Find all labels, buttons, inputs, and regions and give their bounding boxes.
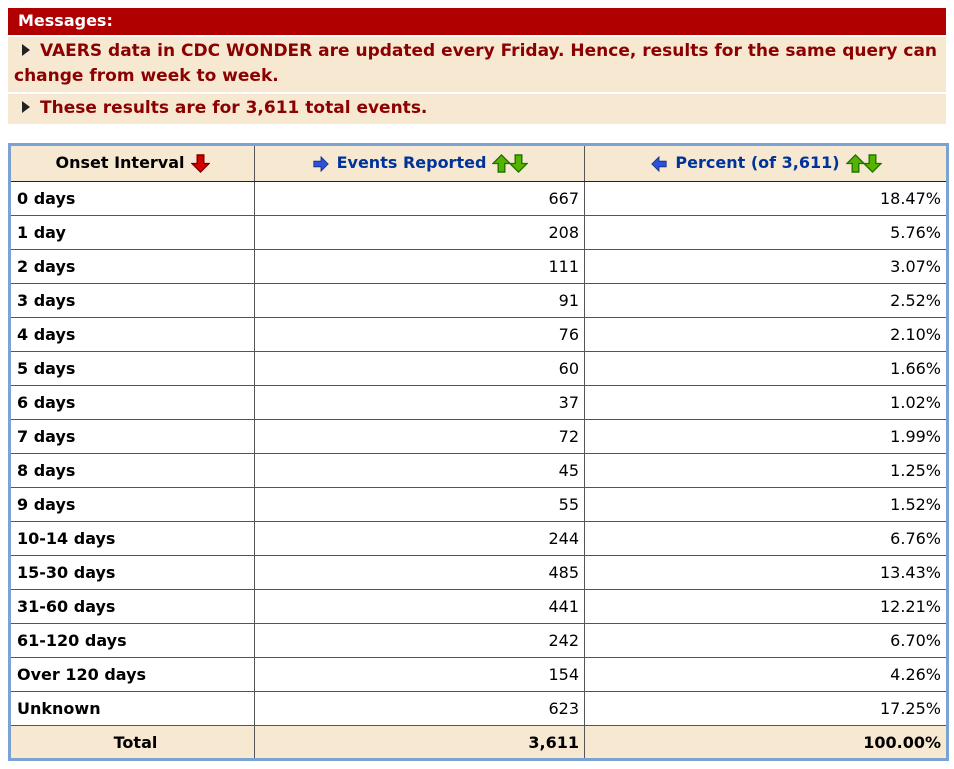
table-row: 8 days 45 1.25% xyxy=(9,453,948,488)
message-text: VAERS data in CDC WONDER are updated eve… xyxy=(14,41,938,86)
sort-descending-icon[interactable] xyxy=(190,153,210,174)
column-header-percent: Percent (of 3,611) xyxy=(584,144,948,182)
table-row: 31-60 days 441 12.21% xyxy=(9,589,948,624)
bullet-triangle-icon xyxy=(22,101,30,113)
percent-cell: 6.70% xyxy=(584,623,948,658)
events-reported-cell: 485 xyxy=(254,555,585,590)
onset-interval-cell: 1 day xyxy=(9,215,255,250)
total-label-cell: Total xyxy=(9,725,255,760)
percent-cell: 1.52% xyxy=(584,487,948,522)
onset-interval-cell: 6 days xyxy=(9,385,255,420)
column-header-events-reported: Events Reported xyxy=(254,144,585,182)
percent-cell: 3.07% xyxy=(584,249,948,284)
table-row: 3 days 91 2.52% xyxy=(9,283,948,318)
move-column-left-icon[interactable] xyxy=(649,155,669,172)
percent-cell: 4.26% xyxy=(584,657,948,692)
percent-cell: 6.76% xyxy=(584,521,948,556)
total-row: Total 3,611 100.00% xyxy=(9,725,948,760)
messages-panel: Messages: VAERS data in CDC WONDER are u… xyxy=(8,8,946,124)
percent-cell: 1.25% xyxy=(584,453,948,488)
sort-controls xyxy=(845,153,882,174)
onset-interval-cell: 4 days xyxy=(9,317,255,352)
percent-cell: 18.47% xyxy=(584,181,948,216)
results-table: Onset Interval Events Reported Percent (… xyxy=(8,143,949,761)
events-reported-cell: 441 xyxy=(254,589,585,624)
bullet-triangle-icon xyxy=(22,44,30,56)
percent-cell: 2.52% xyxy=(584,283,948,318)
move-column-right-icon[interactable] xyxy=(311,155,331,172)
total-percent-cell: 100.00% xyxy=(584,725,948,760)
onset-interval-cell: 31-60 days xyxy=(9,589,255,624)
events-reported-cell: 76 xyxy=(254,317,585,352)
results-table-container: Onset Interval Events Reported Percent (… xyxy=(8,143,949,761)
percent-cell: 12.21% xyxy=(584,589,948,624)
onset-interval-cell: 7 days xyxy=(9,419,255,454)
message-text: These results are for 3,611 total events… xyxy=(40,98,428,118)
table-row: 2 days 111 3.07% xyxy=(9,249,948,284)
onset-interval-cell: 10-14 days xyxy=(9,521,255,556)
percent-cell: 2.10% xyxy=(584,317,948,352)
onset-interval-cell: 3 days xyxy=(9,283,255,318)
column-header-onset-interval: Onset Interval xyxy=(9,144,255,182)
onset-interval-cell: 2 days xyxy=(9,249,255,284)
onset-interval-cell: 8 days xyxy=(9,453,255,488)
events-reported-cell: 45 xyxy=(254,453,585,488)
column-label: Onset Interval xyxy=(55,153,185,172)
onset-interval-cell: Unknown xyxy=(9,691,255,726)
sort-descending-icon[interactable] xyxy=(509,153,529,174)
column-label: Percent (of 3,611) xyxy=(675,153,840,172)
events-reported-cell: 667 xyxy=(254,181,585,216)
table-row: 7 days 72 1.99% xyxy=(9,419,948,454)
table-row: 9 days 55 1.52% xyxy=(9,487,948,522)
percent-cell: 13.43% xyxy=(584,555,948,590)
table-row: Unknown 623 17.25% xyxy=(9,691,948,726)
onset-interval-cell: 15-30 days xyxy=(9,555,255,590)
events-reported-cell: 244 xyxy=(254,521,585,556)
percent-cell: 1.66% xyxy=(584,351,948,386)
table-row: 0 days 667 18.47% xyxy=(9,181,948,216)
percent-cell: 5.76% xyxy=(584,215,948,250)
events-reported-cell: 623 xyxy=(254,691,585,726)
percent-cell: 1.99% xyxy=(584,419,948,454)
messages-header: Messages: xyxy=(8,8,946,35)
onset-interval-cell: 0 days xyxy=(9,181,255,216)
header-row: Onset Interval Events Reported Percent (… xyxy=(9,144,948,182)
events-reported-cell: 55 xyxy=(254,487,585,522)
onset-interval-cell: 5 days xyxy=(9,351,255,386)
table-row: 4 days 76 2.10% xyxy=(9,317,948,352)
message-item: VAERS data in CDC WONDER are updated eve… xyxy=(8,37,946,92)
table-row: 5 days 60 1.66% xyxy=(9,351,948,386)
table-row: 10-14 days 244 6.76% xyxy=(9,521,948,556)
onset-interval-cell: Over 120 days xyxy=(9,657,255,692)
message-item: These results are for 3,611 total events… xyxy=(8,94,946,124)
sort-descending-icon[interactable] xyxy=(862,153,882,174)
events-reported-cell: 154 xyxy=(254,657,585,692)
events-reported-cell: 37 xyxy=(254,385,585,420)
percent-cell: 1.02% xyxy=(584,385,948,420)
table-row: 15-30 days 485 13.43% xyxy=(9,555,948,590)
events-reported-cell: 60 xyxy=(254,351,585,386)
table-row: 61-120 days 242 6.70% xyxy=(9,623,948,658)
table-row: 1 day 208 5.76% xyxy=(9,215,948,250)
sort-controls xyxy=(492,153,529,174)
table-row: 6 days 37 1.02% xyxy=(9,385,948,420)
events-reported-cell: 72 xyxy=(254,419,585,454)
onset-interval-cell: 9 days xyxy=(9,487,255,522)
percent-cell: 17.25% xyxy=(584,691,948,726)
events-reported-cell: 208 xyxy=(254,215,585,250)
events-reported-cell: 242 xyxy=(254,623,585,658)
events-reported-cell: 111 xyxy=(254,249,585,284)
total-events-cell: 3,611 xyxy=(254,725,585,760)
events-reported-cell: 91 xyxy=(254,283,585,318)
table-row: Over 120 days 154 4.26% xyxy=(9,657,948,692)
column-label: Events Reported xyxy=(336,153,487,172)
onset-interval-cell: 61-120 days xyxy=(9,623,255,658)
